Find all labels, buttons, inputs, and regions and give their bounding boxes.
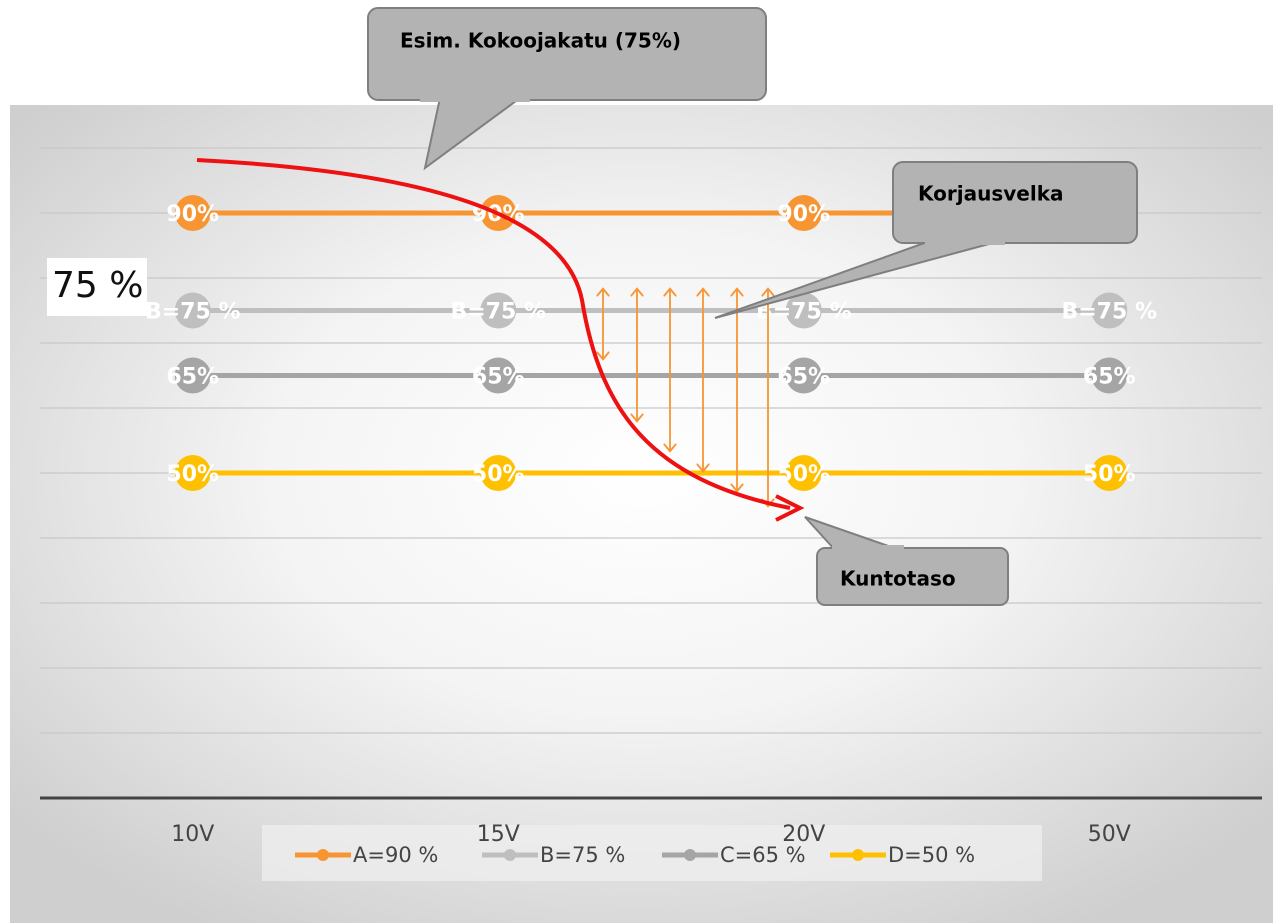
legend-label: D=50 % — [888, 843, 975, 867]
marker — [785, 195, 822, 231]
annotation-box — [47, 258, 147, 316]
data-label: 65% — [1083, 365, 1136, 390]
data-label: 65% — [777, 365, 830, 390]
data-label: 65% — [166, 365, 219, 390]
data-label: B=75 % — [450, 300, 546, 325]
legend-label: B=75 % — [540, 843, 625, 867]
data-label: 90% — [166, 202, 219, 227]
legend: A=90 % B=75 % C=65 % D=50 % — [295, 843, 975, 867]
marker — [1091, 455, 1128, 491]
x-tick-label: 10V — [171, 822, 214, 847]
marker — [480, 357, 517, 394]
data-label: 65% — [472, 365, 525, 390]
legend-swatch — [684, 849, 696, 861]
x-tick-label: 15V — [477, 822, 520, 847]
x-tick-label: 20V — [782, 822, 825, 847]
callout-text: Esim. Kokoojakatu (75%) — [400, 29, 681, 53]
marker — [480, 292, 517, 329]
callout: Esim. Kokoojakatu (75%) — [367, 7, 767, 171]
callout-text: Korjausvelka — [918, 182, 1064, 206]
trend-curve — [196, 158, 805, 522]
marker — [785, 357, 822, 394]
marker — [785, 292, 822, 329]
marker — [785, 455, 822, 491]
data-label: 50% — [1083, 462, 1136, 487]
legend-box — [262, 825, 1042, 881]
legend-label: A=90 % — [353, 843, 438, 867]
data-label: B=75 % — [1061, 300, 1157, 325]
annotation: 75 % — [52, 265, 143, 306]
data-label: 50% — [777, 462, 830, 487]
legend-swatch — [317, 849, 329, 861]
debt-arrows — [603, 290, 768, 505]
marker — [174, 292, 211, 329]
data-label: 50% — [472, 462, 525, 487]
marker — [174, 357, 211, 394]
callout: Korjausvelka — [714, 161, 1138, 319]
data-label: 50% — [166, 462, 219, 487]
legend-swatch — [504, 849, 516, 861]
x-tick-label: 50V — [1088, 822, 1131, 847]
marker — [1091, 292, 1128, 329]
legend-swatch — [852, 849, 864, 861]
marker — [174, 455, 211, 491]
callout: Kuntotaso — [804, 516, 1009, 606]
data-label: B=75 % — [145, 300, 241, 325]
data-label: 90% — [777, 202, 830, 227]
legend-label: C=65 % — [720, 843, 806, 867]
marker — [1091, 357, 1128, 394]
callout-text: Kuntotaso — [840, 567, 956, 591]
marker — [480, 455, 517, 491]
marker — [174, 195, 211, 231]
